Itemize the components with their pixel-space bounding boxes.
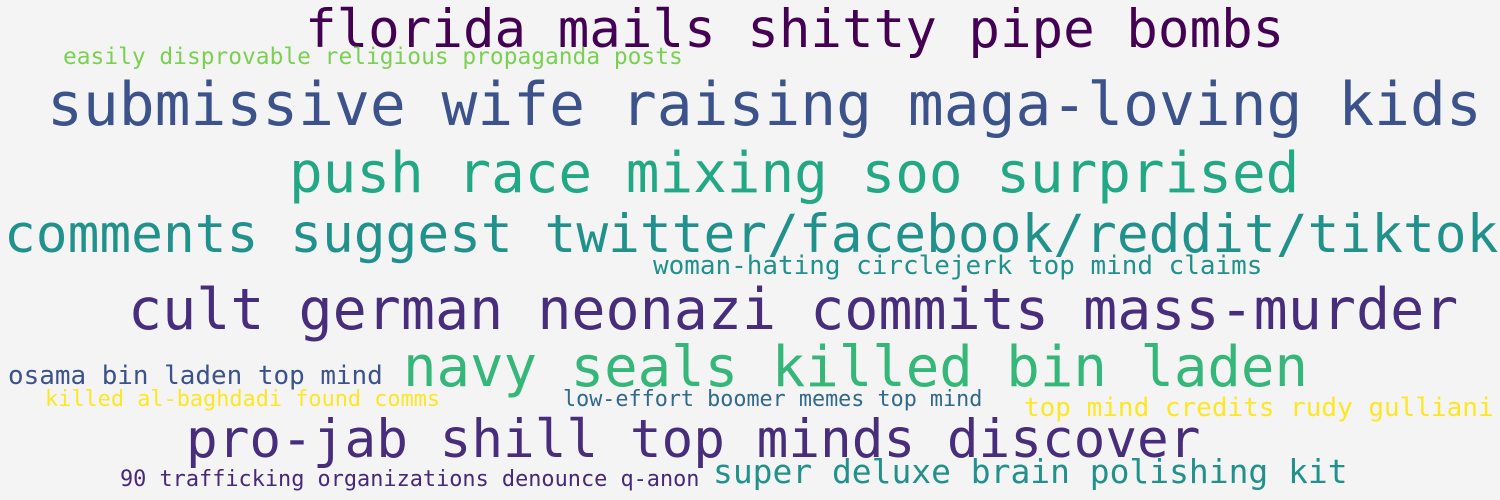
word-pro-jab-shill-top-minds-discover: pro-jab shill top minds discover xyxy=(186,409,1201,470)
word-osama-bin-laden-top-mind: osama bin laden top mind xyxy=(8,361,383,391)
word-super-deluxe-brain-polishing-kit: super deluxe brain polishing kit xyxy=(713,452,1348,491)
word-low-effort-boomer-memes-top-mind: low-effort boomer memes top mind xyxy=(563,387,983,412)
word-comments-suggest-twitter-facebook-reddit-tiktok: comments suggest twitter/facebook/reddit… xyxy=(4,204,1499,265)
word-woman-hating-circlejerk-top-mind-claims: woman-hating circlejerk top mind claims xyxy=(653,251,1263,281)
word-navy-seals-killed-bin-laden: navy seals killed bin laden xyxy=(403,335,1308,400)
word-killed-al-baghdadi-found-comms: killed al-baghdadi found comms xyxy=(45,387,441,412)
word-push-race-mixing-soo-surprised: push race mixing soo surprised xyxy=(289,141,1300,206)
word-florida-mails-shitty-pipe-bombs: florida mails shitty pipe bombs xyxy=(305,0,1285,60)
word-cult-german-neonazi-commits-mass-murder: cult german neonazi commits mass-murder xyxy=(128,277,1459,343)
word-submissive-wife-raising-maga-loving-kids: submissive wife raising maga-loving kids xyxy=(47,71,1482,140)
word-top-mind-credits-rudy-gulliani: top mind credits rudy gulliani xyxy=(1024,393,1494,423)
word-easily-disprovable-religious-propaganda-posts: easily disprovable religious propaganda … xyxy=(63,44,683,70)
word-90-trafficking-organizations-denounce-q-anon: 90 trafficking organizations denounce q-… xyxy=(120,467,700,492)
